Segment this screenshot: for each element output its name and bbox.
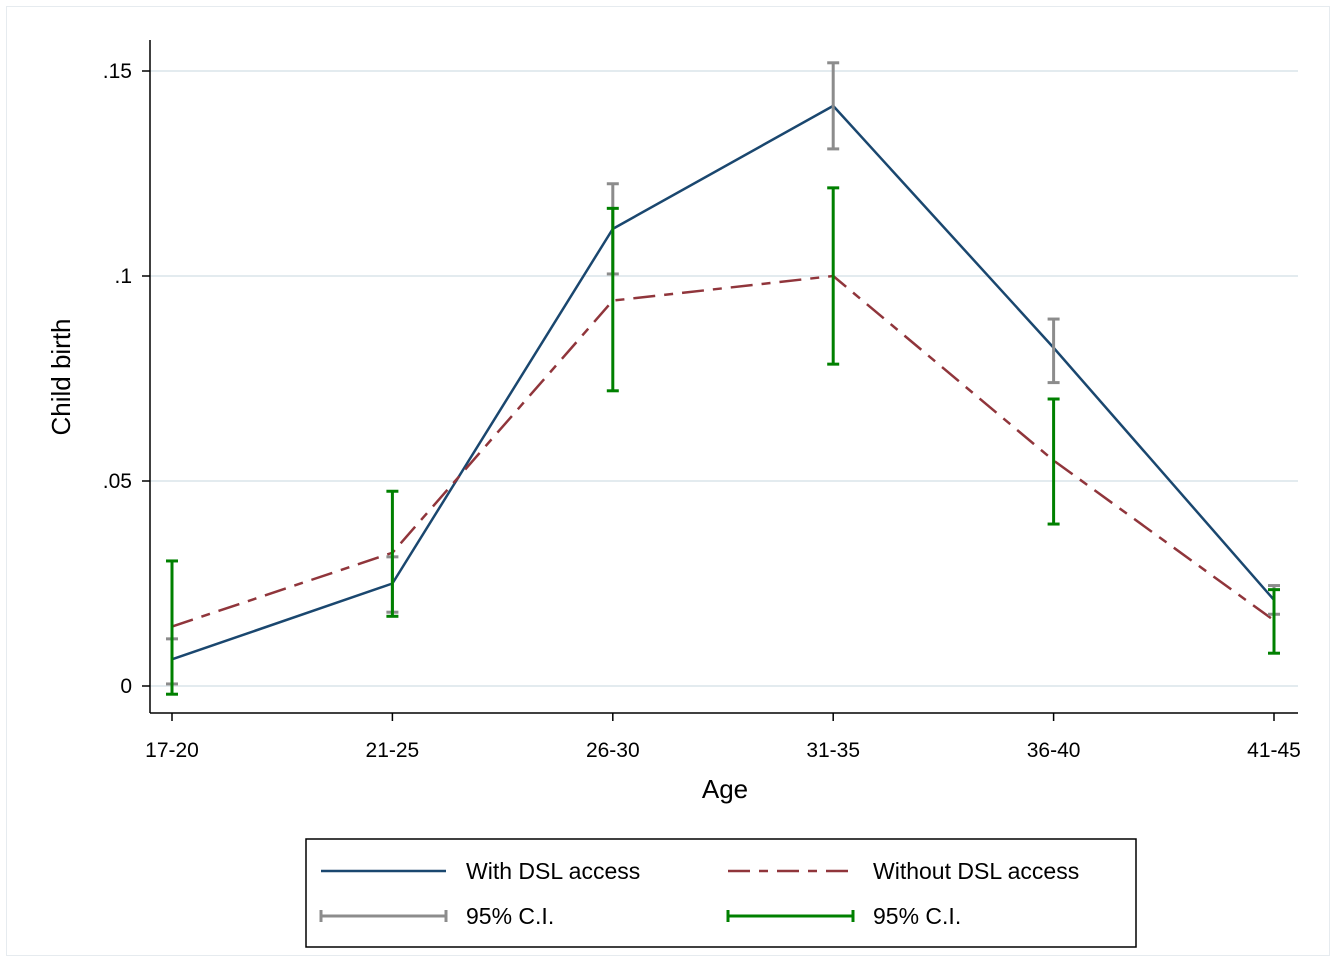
ci-bar-green — [1047, 397, 1060, 526]
x-axis-title: Age — [702, 774, 748, 804]
y-axis-title: Child birth — [46, 318, 76, 435]
series-line-without-dsl — [171, 274, 1275, 628]
ci-bar-green — [386, 489, 399, 618]
legend-label-ci-green: 95% C.I. — [873, 903, 961, 929]
legend-swatch-ci-gray — [319, 910, 448, 922]
x-tick-label: 41-45 — [1247, 739, 1301, 762]
series-line-with-dsl — [171, 104, 1275, 661]
confidence-intervals — [166, 61, 1280, 696]
x-tick-label: 21-25 — [366, 739, 420, 762]
series-lines — [171, 104, 1275, 661]
ci-bar-gray — [827, 61, 840, 151]
x-ticks: 17-20 21-25 26-30 31-35 36-40 41-45 — [145, 713, 1301, 762]
x-tick-label: 36-40 — [1027, 739, 1081, 762]
legend-label-ci-gray: 95% C.I. — [466, 903, 554, 929]
legend-swatch-ci-green — [726, 910, 855, 922]
y-tick-label: .15 — [103, 60, 132, 83]
legend: With DSL access Without DSL access 95% C… — [305, 838, 1137, 948]
y-tick-label: 0 — [120, 675, 132, 698]
ci-bar-gray — [1047, 317, 1060, 385]
legend-box — [305, 838, 1137, 948]
axes — [149, 40, 1298, 714]
ci-bar-green — [606, 206, 619, 393]
x-tick-label: 17-20 — [145, 739, 199, 762]
y-tick-label: .1 — [114, 265, 132, 288]
grid-lines — [150, 70, 1298, 687]
y-ticks: 0 .05 .1 .15 — [103, 60, 150, 698]
legend-label-without-dsl: Without DSL access — [873, 858, 1079, 884]
ci-bar-green — [827, 186, 840, 366]
y-tick-label: .05 — [103, 470, 132, 493]
legend-label-with-dsl: With DSL access — [466, 858, 640, 884]
ci-bar-green — [166, 559, 178, 696]
x-tick-label: 31-35 — [806, 739, 860, 762]
ci-bar-green — [1268, 588, 1280, 655]
x-tick-label: 26-30 — [586, 739, 640, 762]
